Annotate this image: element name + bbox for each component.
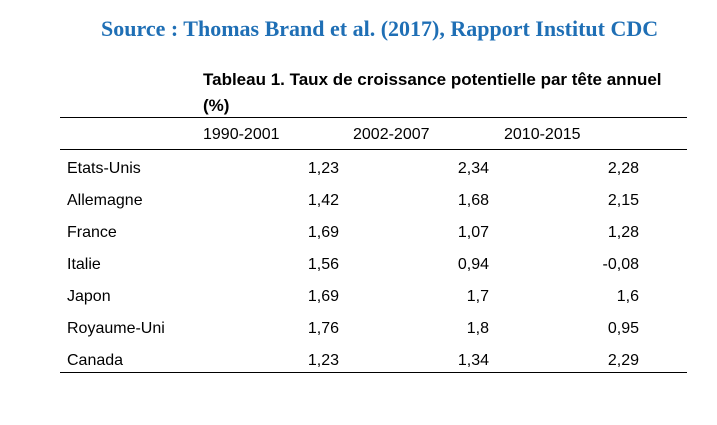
table-row: Japon 1,69 1,7 1,6 — [60, 281, 687, 313]
table-cell: 1,56 — [307, 256, 339, 273]
table-cell: 1,6 — [616, 288, 639, 305]
table-row: Allemagne 1,42 1,68 2,15 — [60, 185, 687, 217]
table-header-row: 1990-2001 2002-2007 2010-2015 — [60, 121, 687, 149]
table-top-rule — [60, 117, 687, 118]
country-label: Royaume-Uni — [67, 320, 165, 337]
table-cell: 2,28 — [607, 160, 639, 177]
table-bottom-rule — [60, 372, 687, 373]
table-cell: 1,7 — [466, 288, 489, 305]
country-label: Italie — [67, 256, 101, 273]
table-cell: 0,95 — [607, 320, 639, 337]
table-cell: 1,23 — [307, 352, 339, 369]
country-label: Etats-Unis — [67, 160, 141, 177]
table-row: France 1,69 1,07 1,28 — [60, 217, 687, 249]
table-cell: 1,42 — [307, 192, 339, 209]
table-title: Tableau 1. Taux de croissance potentiell… — [203, 70, 662, 115]
column-header: 1990-2001 — [203, 126, 280, 143]
table-cell: -0,08 — [602, 256, 639, 273]
table-cell: 2,15 — [607, 192, 639, 209]
table-cell: 1,34 — [457, 352, 489, 369]
column-header: 2002-2007 — [353, 126, 430, 143]
table-cell: 1,68 — [457, 192, 489, 209]
country-label: Allemagne — [67, 192, 143, 209]
table-cell: 1,23 — [307, 160, 339, 177]
source-caption: Source : Thomas Brand et al. (2017), Rap… — [101, 16, 659, 41]
table-cell: 1,69 — [307, 288, 339, 305]
table-cell: 1,07 — [457, 224, 489, 241]
table-row: Italie 1,56 0,94 -0,08 — [60, 249, 687, 281]
column-header: 2010-2015 — [504, 126, 581, 143]
country-label: France — [67, 224, 117, 241]
table-cell: 0,94 — [457, 256, 489, 273]
table-cell: 2,34 — [457, 160, 489, 177]
table-row: Canada 1,23 1,34 2,29 — [60, 345, 687, 377]
table-row: Royaume-Uni 1,76 1,8 0,95 — [60, 313, 687, 345]
country-label: Japon — [67, 288, 111, 305]
table-cell: 1,76 — [307, 320, 339, 337]
country-label: Canada — [67, 352, 124, 369]
table-cell: 2,29 — [607, 352, 639, 369]
table-cell: 1,8 — [466, 320, 489, 337]
table-header-rule — [60, 149, 687, 150]
table-row: Etats-Unis 1,23 2,34 2,28 — [60, 153, 687, 185]
table-cell: 1,28 — [607, 224, 639, 241]
table-cell: 1,69 — [307, 224, 339, 241]
